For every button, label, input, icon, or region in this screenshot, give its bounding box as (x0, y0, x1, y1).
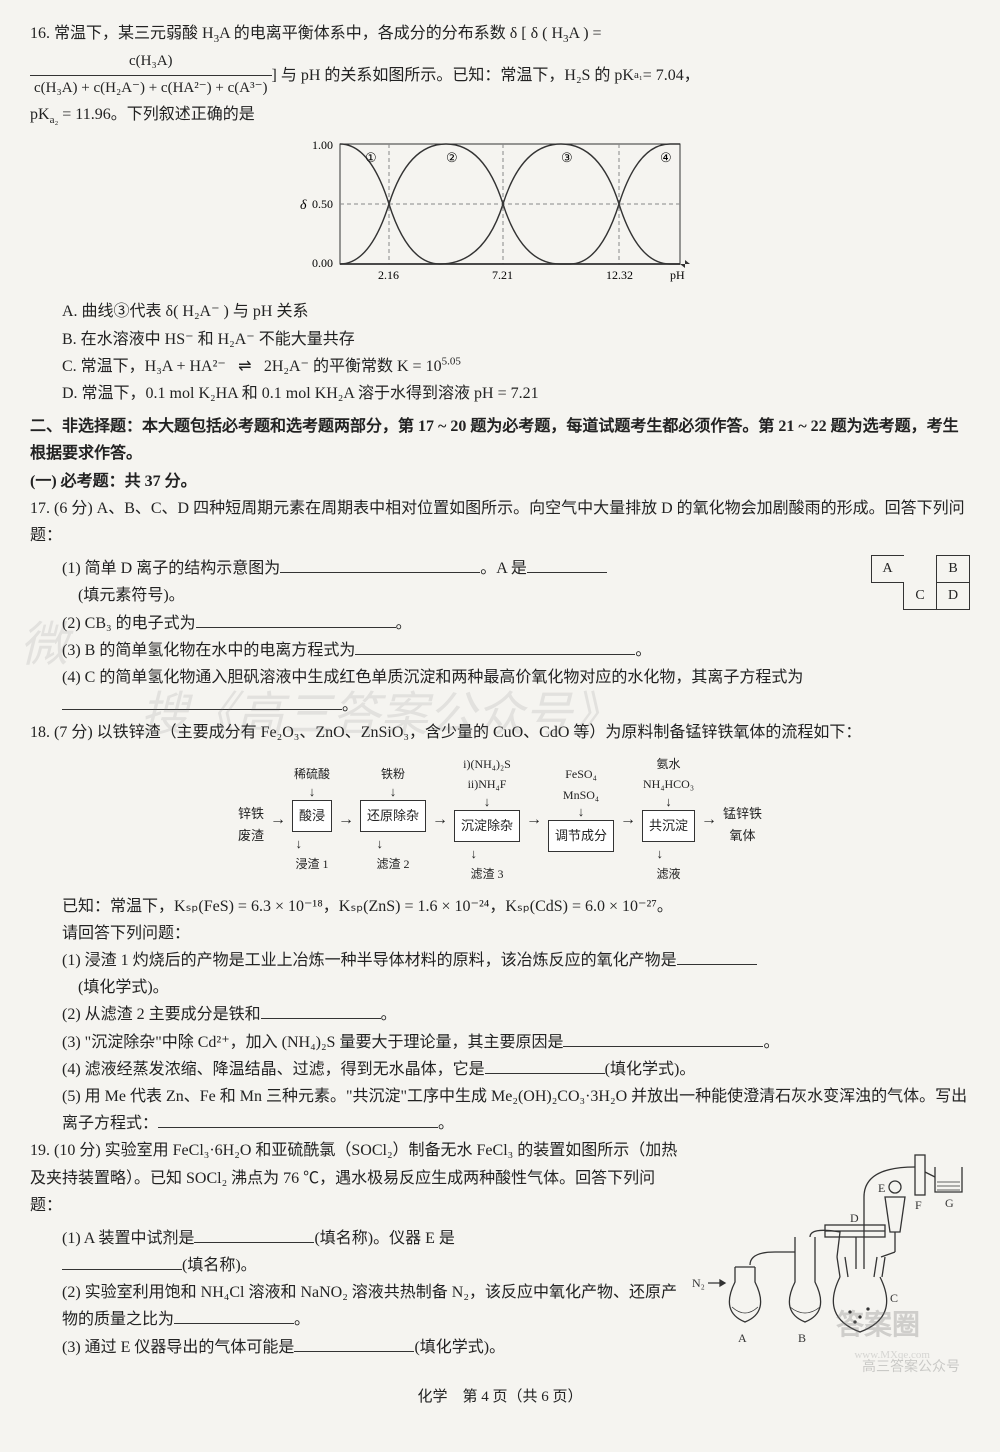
svg-text:B: B (798, 1331, 806, 1345)
q16-option-b: B. 在水溶液中 HS⁻ 和 H₂A⁻ 不能大量共存 (30, 326, 970, 353)
svg-text:④: ④ (660, 150, 672, 165)
q17-p3: (3) B 的简单氢化物在水中的电离方程式为。 (30, 637, 970, 664)
q18-ask: 请回答下列问题： (30, 920, 970, 947)
q18-p5: (5) 用 Me 代表 Zn、Fe 和 Mn 三种元素。"共沉淀"工序中生成 M… (30, 1083, 970, 1137)
svg-text:δ: δ (300, 198, 307, 213)
svg-text:E: E (878, 1181, 885, 1195)
flow-end: 锰锌铁 氧体 (723, 803, 762, 847)
q16-option-d: D. 常温下，0.1 mol K₂HA 和 0.1 mol KH₂A 溶于水得到… (30, 380, 970, 407)
q17-p1: (1) 简单 D 离子的结构示意图为。A 是 (填元素符号)。 (30, 555, 861, 609)
q17-p4: (4) C 的简单氢化物通入胆矾溶液中生成红色单质沉淀和两种最高价氧化物对应的水… (30, 664, 970, 718)
svg-text:③: ③ (561, 150, 573, 165)
svg-text:F: F (915, 1198, 922, 1212)
q19-apparatus-diagram: N₂ A B C (690, 1137, 970, 1366)
q16-option-c: C. 常温下，H₃A + HA²⁻ ⇌ 2H₂A⁻ 的平衡常数 K = 105.… (30, 353, 970, 380)
q18-p2: (2) 从滤渣 2 主要成分是铁和。 (30, 1001, 970, 1028)
q18-p4: (4) 滤液经蒸发浓缩、降温结晶、过滤，得到无水晶体，它是(填化学式)。 (30, 1056, 970, 1083)
q18-p3: (3) "沉淀除杂"中除 Cd²⁺，加入 (NH₄)₂S 量要大于理论量，其主要… (30, 1029, 970, 1056)
flow-start: 锌铁 废渣 (238, 803, 264, 847)
q17-stem: 17. (6 分) A、B、C、D 四种短周期元素在周期表中相对位置如图所示。向… (30, 495, 970, 549)
watermark-url: www.MXqe.com (854, 1346, 930, 1365)
q16-stem-d: ] 与 pH 的关系如图所示。已知：常温下，H₂S 的 pK (272, 62, 634, 89)
svg-text:N₂: N₂ (692, 1276, 705, 1290)
watermark-logo: 答案圈 (836, 1302, 920, 1350)
q17-p2: (2) CB₃ 的电子式为。 (30, 610, 970, 637)
svg-text:7.21: 7.21 (492, 268, 513, 282)
svg-text:A: A (738, 1331, 747, 1345)
q16-fraction: c(H₃A) c(H₃A) + c(H₂A⁻) + c(HA²⁻) + c(A³… (30, 49, 272, 101)
svg-text:0.50: 0.50 (312, 197, 333, 211)
q16-pk2: pK (30, 106, 50, 123)
svg-text:②: ② (446, 150, 458, 165)
svg-text:pH: pH (670, 268, 685, 282)
svg-text:2.16: 2.16 (378, 268, 399, 282)
svg-text:0.00: 0.00 (312, 256, 333, 270)
q16-option-a: A. 曲线③代表 δ( H₂A⁻ ) 与 pH 关系 (30, 298, 970, 325)
q16: 16. 常温下，某三元弱酸 H3A 的电离平衡体系中，各成分的分布系数 δ [ … (30, 20, 970, 128)
svg-text:①: ① (365, 150, 377, 165)
svg-text:G: G (945, 1196, 954, 1210)
section2-sub: (一) 必考题：共 37 分。 (30, 468, 970, 495)
periodic-table-snippet: AB CD (871, 555, 971, 610)
q18-known: 已知：常温下，Kₛₚ(FeS) = 6.3 × 10⁻¹⁸，Kₛₚ(ZnS) =… (30, 893, 970, 920)
svg-text:12.32: 12.32 (606, 268, 633, 282)
svg-text:1.00: 1.00 (312, 138, 333, 152)
page-footer: 化学 第 4 页（共 6 页） (30, 1385, 970, 1411)
section2-title: 二、非选择题：本大题包括必考题和选考题两部分，第 17 ~ 20 题为必考题，每… (30, 413, 970, 467)
q18-stem: 18. (7 分) 以铁锌渣（主要成分有 Fe₂O₃、ZnO、ZnSiO₃，含少… (30, 719, 970, 746)
q18-p1: (1) 浸渣 1 灼烧后的产物是工业上冶炼一种半导体材料的原料，该冶炼反应的氧化… (30, 947, 970, 1001)
q16-chart: ① ② ③ ④ 1.00 0.50 0.00 δ 2.16 7.21 12.32… (290, 134, 710, 294)
svg-text:D: D (850, 1211, 859, 1225)
q18-flowchart: 锌铁 废渣 → 稀硫酸↓ 酸浸 ↓浸渣 1 → 铁粉↓ 还原除杂 ↓滤渣 2 →… (30, 754, 970, 885)
q16-stem: 16. 常温下，某三元弱酸 H3A 的电离平衡体系中，各成分的分布系数 δ [ … (30, 25, 602, 42)
